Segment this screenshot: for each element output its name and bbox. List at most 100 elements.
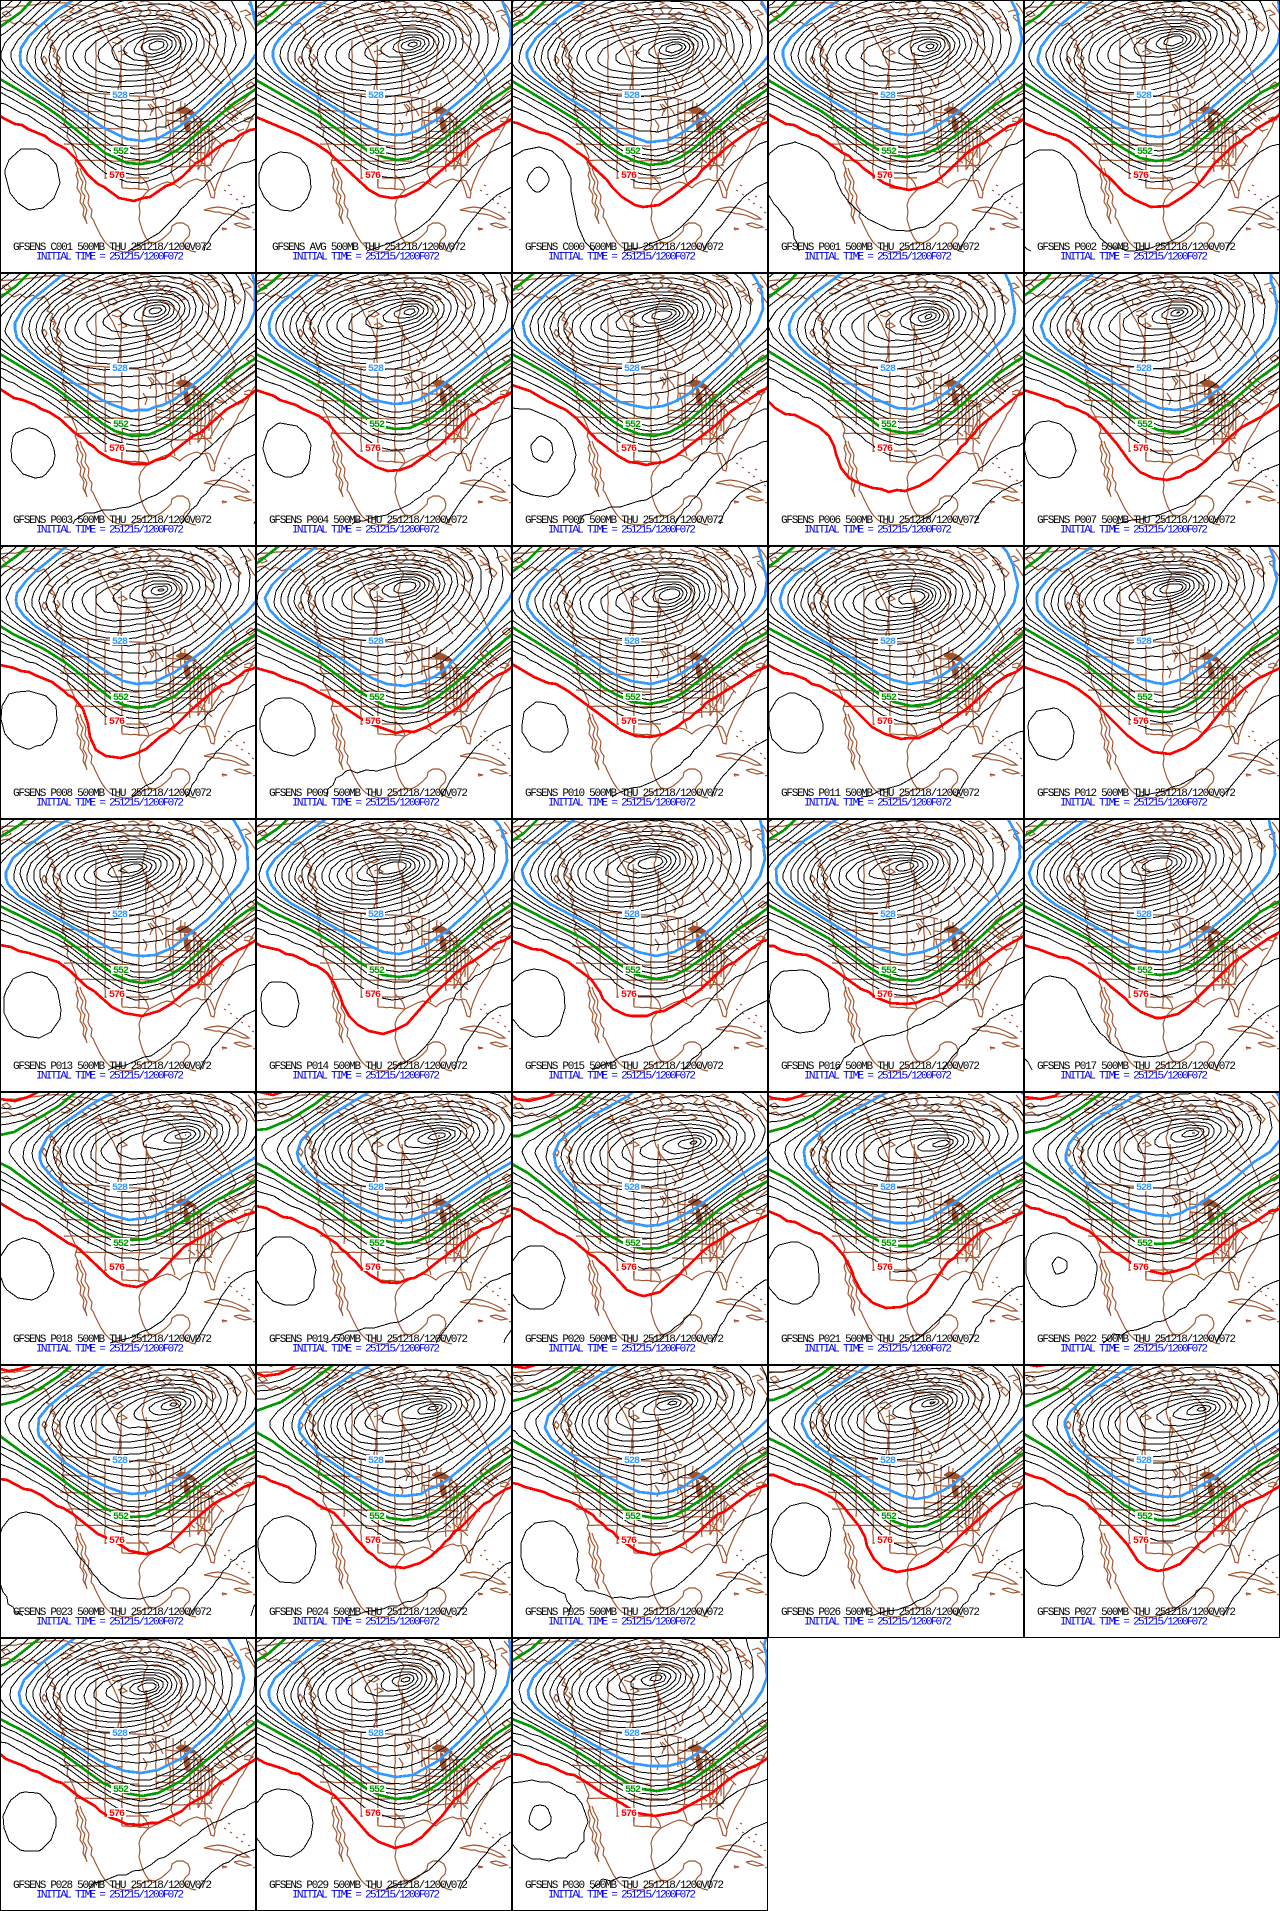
svg-text:INITIAL TIME = 251215/1200F072: INITIAL TIME = 251215/1200F072 [36, 252, 184, 264]
svg-text:528: 528 [368, 91, 384, 102]
svg-text:576: 576 [1133, 171, 1149, 182]
svg-text:552: 552 [881, 693, 897, 704]
svg-text:INITIAL TIME = 251215/1200F072: INITIAL TIME = 251215/1200F072 [804, 1617, 952, 1629]
svg-text:GFSENS P027 500MB THU 251218/1: GFSENS P027 500MB THU 251218/1200V072 [1037, 1607, 1236, 1619]
svg-text:GFSENS P017 500MB THU 251218/1: GFSENS P017 500MB THU 251218/1200V072 [1037, 1061, 1236, 1073]
svg-text:INITIAL TIME = 251215/1200F072: INITIAL TIME = 251215/1200F072 [292, 1071, 440, 1083]
svg-text:576: 576 [365, 717, 381, 728]
svg-text:GFSENS P016 500MB THU 251218/1: GFSENS P016 500MB THU 251218/1200V072 [781, 1061, 980, 1073]
svg-text:552: 552 [369, 1239, 385, 1250]
svg-text:INITIAL TIME = 251215/1200F072: INITIAL TIME = 251215/1200F072 [1060, 798, 1208, 810]
svg-text:576: 576 [109, 1536, 125, 1547]
svg-text:GFSENS P007 500MB THU 251218/1: GFSENS P007 500MB THU 251218/1200V072 [1037, 515, 1236, 527]
svg-text:552: 552 [369, 147, 385, 158]
svg-text:576: 576 [109, 171, 125, 182]
svg-text:GFSENS P005 500MB THU 251218/1: GFSENS P005 500MB THU 251218/1200V072 [525, 515, 724, 527]
svg-text:552: 552 [113, 1239, 129, 1250]
svg-text:576: 576 [1133, 990, 1149, 1001]
svg-text:GFSENS P020 500MB THU 251218/1: GFSENS P020 500MB THU 251218/1200V072 [525, 1334, 724, 1346]
svg-text:GFSENS P029 500MB THU 251218/1: GFSENS P029 500MB THU 251218/1200V072 [269, 1880, 468, 1892]
svg-text:576: 576 [621, 1263, 637, 1274]
svg-text:GFSENS P006 500MB THU 251218/1: GFSENS P006 500MB THU 251218/1200V072 [781, 515, 980, 527]
svg-text:528: 528 [368, 364, 384, 375]
svg-text:GFSENS C000 500MB THU 251218/1: GFSENS C000 500MB THU 251218/1200V072 [525, 242, 724, 254]
svg-text:GFSENS P028 500MB THU 251218/1: GFSENS P028 500MB THU 251218/1200V072 [13, 1880, 212, 1892]
svg-text:528: 528 [1136, 910, 1152, 921]
svg-text:576: 576 [365, 1809, 381, 1820]
svg-text:GFSENS P003 500MB THU 251218/1: GFSENS P003 500MB THU 251218/1200V072 [13, 515, 212, 527]
svg-text:552: 552 [1137, 147, 1153, 158]
svg-text:GFSENS C001 500MB THU 251218/1: GFSENS C001 500MB THU 251218/1200V072 [13, 242, 212, 254]
svg-text:528: 528 [624, 364, 640, 375]
svg-text:INITIAL TIME = 251215/1200F072: INITIAL TIME = 251215/1200F072 [36, 1617, 184, 1629]
svg-text:528: 528 [112, 1456, 128, 1467]
svg-text:576: 576 [365, 990, 381, 1001]
svg-text:552: 552 [369, 1512, 385, 1523]
svg-text:INITIAL TIME = 251215/1200F072: INITIAL TIME = 251215/1200F072 [804, 525, 952, 537]
svg-text:576: 576 [109, 444, 125, 455]
svg-text:INITIAL TIME = 251215/1200F072: INITIAL TIME = 251215/1200F072 [548, 1617, 696, 1629]
svg-text:576: 576 [365, 171, 381, 182]
svg-text:GFSENS P013 500MB THU 251218/1: GFSENS P013 500MB THU 251218/1200V072 [13, 1061, 212, 1073]
svg-text:GFSENS P008 500MB THU 251218/1: GFSENS P008 500MB THU 251218/1200V072 [13, 788, 212, 800]
svg-text:528: 528 [368, 1456, 384, 1467]
svg-text:INITIAL TIME = 251215/1200F072: INITIAL TIME = 251215/1200F072 [548, 252, 696, 264]
svg-text:552: 552 [881, 420, 897, 431]
svg-text:528: 528 [112, 364, 128, 375]
svg-text:INITIAL TIME = 251215/1200F072: INITIAL TIME = 251215/1200F072 [292, 525, 440, 537]
svg-text:528: 528 [1136, 637, 1152, 648]
svg-text:528: 528 [1136, 1456, 1152, 1467]
svg-text:528: 528 [624, 1183, 640, 1194]
svg-text:552: 552 [625, 1512, 641, 1523]
svg-text:552: 552 [625, 693, 641, 704]
svg-text:INITIAL TIME = 251215/1200F072: INITIAL TIME = 251215/1200F072 [36, 525, 184, 537]
svg-text:552: 552 [625, 420, 641, 431]
svg-text:528: 528 [880, 637, 896, 648]
svg-text:552: 552 [369, 693, 385, 704]
svg-text:552: 552 [1137, 420, 1153, 431]
svg-text:552: 552 [1137, 693, 1153, 704]
svg-text:576: 576 [621, 1809, 637, 1820]
svg-text:INITIAL TIME = 251215/1200F072: INITIAL TIME = 251215/1200F072 [1060, 1344, 1208, 1356]
svg-text:528: 528 [624, 910, 640, 921]
svg-text:552: 552 [625, 1239, 641, 1250]
svg-text:528: 528 [880, 1183, 896, 1194]
svg-text:INITIAL TIME = 251215/1200F072: INITIAL TIME = 251215/1200F072 [548, 1071, 696, 1083]
svg-text:INITIAL TIME = 251215/1200F072: INITIAL TIME = 251215/1200F072 [36, 1344, 184, 1356]
svg-text:528: 528 [880, 91, 896, 102]
svg-text:GFSENS P014 500MB THU 251218/1: GFSENS P014 500MB THU 251218/1200V072 [269, 1061, 468, 1073]
svg-text:552: 552 [369, 420, 385, 431]
svg-text:528: 528 [112, 1183, 128, 1194]
svg-text:INITIAL TIME = 251215/1200F072: INITIAL TIME = 251215/1200F072 [804, 1071, 952, 1083]
svg-text:552: 552 [113, 420, 129, 431]
svg-text:INITIAL TIME = 251215/1200F072: INITIAL TIME = 251215/1200F072 [292, 1617, 440, 1629]
svg-text:552: 552 [881, 147, 897, 158]
svg-text:GFSENS P019 500MB THU 251218/1: GFSENS P019 500MB THU 251218/1200V072 [269, 1334, 468, 1346]
svg-text:552: 552 [1137, 966, 1153, 977]
svg-text:552: 552 [625, 1785, 641, 1796]
svg-text:528: 528 [112, 91, 128, 102]
svg-text:INITIAL TIME = 251215/1200F072: INITIAL TIME = 251215/1200F072 [804, 252, 952, 264]
svg-text:576: 576 [365, 1536, 381, 1547]
svg-text:576: 576 [1133, 1536, 1149, 1547]
svg-text:576: 576 [109, 1263, 125, 1274]
svg-text:GFSENS P018 500MB THU 251218/1: GFSENS P018 500MB THU 251218/1200V072 [13, 1334, 212, 1346]
svg-text:552: 552 [881, 1239, 897, 1250]
svg-text:GFSENS P009 500MB THU 251218/1: GFSENS P009 500MB THU 251218/1200V072 [269, 788, 468, 800]
svg-text:GFSENS P004 500MB THU 251218/1: GFSENS P004 500MB THU 251218/1200V072 [269, 515, 468, 527]
svg-text:528: 528 [1136, 1183, 1152, 1194]
svg-text:INITIAL TIME = 251215/1200F072: INITIAL TIME = 251215/1200F072 [36, 1890, 184, 1902]
svg-text:GFSENS P030 500MB THU 251218/1: GFSENS P030 500MB THU 251218/1200V072 [525, 1880, 724, 1892]
svg-text:INITIAL TIME = 251215/1200F072: INITIAL TIME = 251215/1200F072 [1060, 1617, 1208, 1629]
svg-text:552: 552 [625, 147, 641, 158]
svg-text:GFSENS AVG 500MB THU 251218/12: GFSENS AVG 500MB THU 251218/1200V072 [272, 242, 466, 254]
svg-text:528: 528 [368, 1729, 384, 1740]
svg-text:576: 576 [621, 444, 637, 455]
svg-text:576: 576 [621, 1536, 637, 1547]
svg-text:INITIAL TIME = 251215/1200F072: INITIAL TIME = 251215/1200F072 [292, 1344, 440, 1356]
svg-text:576: 576 [877, 171, 893, 182]
svg-text:576: 576 [877, 1263, 893, 1274]
svg-text:INITIAL TIME = 251215/1200F072: INITIAL TIME = 251215/1200F072 [36, 1071, 184, 1083]
svg-text:552: 552 [113, 966, 129, 977]
svg-text:576: 576 [1133, 444, 1149, 455]
